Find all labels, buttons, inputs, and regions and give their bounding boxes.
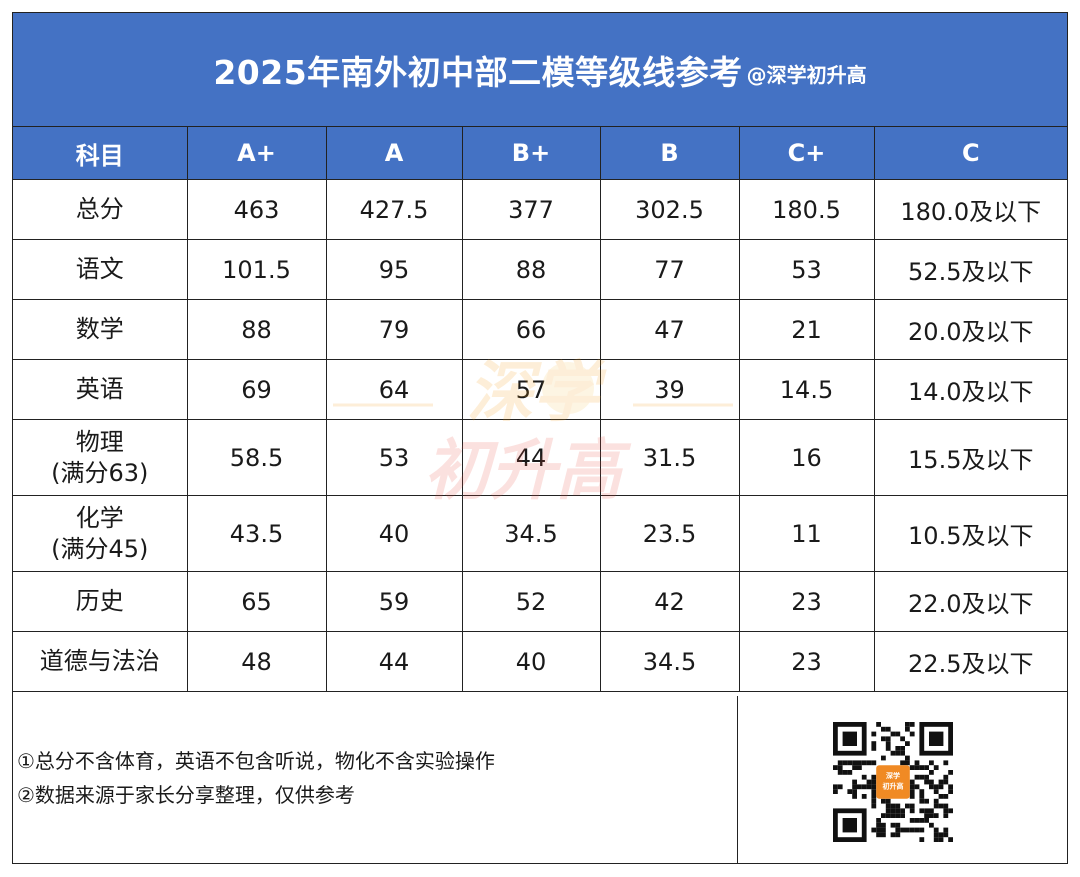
score-cell: 22.0及以下 <box>873 571 1067 632</box>
subject-name: 英语 <box>75 375 124 403</box>
table-row: 数学 88 79 66 47 21 20.0及以下 <box>13 299 1067 360</box>
subject-name: 化学 <box>75 503 124 532</box>
score-cell: 40 <box>461 631 601 692</box>
table-row: 英语 69 64 57 39 14.5 14.0及以下 <box>13 359 1067 420</box>
subject-name: 语文 <box>75 255 124 283</box>
score-cell: 52 <box>461 571 601 632</box>
score-cell: 15.5及以下 <box>873 419 1067 496</box>
page-title: 2025年南外初中部二模等级线参考 <box>213 52 743 92</box>
score-cell: 47 <box>599 299 740 360</box>
score-cell: 59 <box>325 571 463 632</box>
score-cell: 53 <box>738 239 875 300</box>
qr-badge <box>876 765 910 799</box>
qr-badge-text: 深学 <box>886 771 900 780</box>
grade-table-card: 2025年南外初中部二模等级线参考 @深学初升高 科目 A+ A B+ B C+… <box>12 12 1068 864</box>
note-line: ②数据来源于家长分享整理，仅供参考 <box>17 783 355 807</box>
header-a: A <box>325 127 463 180</box>
score-cell: 34.5 <box>461 495 601 572</box>
header-b-plus: B+ <box>461 127 601 180</box>
table-row: 总分 463 427.5 377 302.5 180.5 180.0及以下 <box>13 179 1067 240</box>
score-cell: 48 <box>186 631 327 692</box>
grade-table: 科目 A+ A B+ B C+ C 总分 463 427.5 377 302.5 180.… <box>13 127 1067 692</box>
score-cell: 180.5 <box>738 179 875 240</box>
subject-cell: 英语 <box>13 359 188 420</box>
score-cell: 101.5 <box>186 239 327 300</box>
header-b: B <box>599 127 740 180</box>
footer: ①总分不含体育，英语不包含听说，物化不含实验操作 ②数据来源于家长分享整理，仅供… <box>13 696 1067 863</box>
score-cell: 66 <box>461 299 601 360</box>
score-cell: 69 <box>186 359 327 420</box>
subject-note: (满分63) <box>51 458 149 487</box>
subject-cell: 化学 (满分45) <box>13 495 188 572</box>
subject-cell: 物理 (满分63) <box>13 419 188 496</box>
subject-cell: 总分 <box>13 179 188 240</box>
score-cell: 77 <box>599 239 740 300</box>
score-cell: 22.5及以下 <box>873 631 1067 692</box>
author-handle: @深学初升高 <box>746 63 867 87</box>
qr-badge-text: 初升高 <box>883 782 904 791</box>
score-cell: 14.5 <box>738 359 875 420</box>
score-cell: 53 <box>325 419 463 496</box>
score-cell: 40 <box>325 495 463 572</box>
table-row: 语文 101.5 95 88 77 53 52.5及以下 <box>13 239 1067 300</box>
score-cell: 39 <box>599 359 740 420</box>
table-row: 历史 65 59 52 42 23 22.0及以下 <box>13 571 1067 632</box>
score-cell: 10.5及以下 <box>873 495 1067 572</box>
table-header-row: 科目 A+ A B+ B C+ C <box>13 127 1067 180</box>
score-cell: 23.5 <box>599 495 740 572</box>
header-subject: 科目 <box>13 127 188 180</box>
score-cell: 20.0及以下 <box>873 299 1067 360</box>
qr-cell: 深学 初升高 <box>738 696 1067 863</box>
subject-cell: 数学 <box>13 299 188 360</box>
header-c: C <box>873 127 1067 180</box>
score-cell: 427.5 <box>325 179 463 240</box>
header-a-plus: A+ <box>186 127 327 180</box>
notes: ①总分不含体育，英语不包含听说，物化不含实验操作 ②数据来源于家长分享整理，仅供… <box>13 696 738 863</box>
score-cell: 302.5 <box>599 179 740 240</box>
subject-name: 总分 <box>75 195 124 223</box>
score-cell: 463 <box>186 179 327 240</box>
subject-name: 道德与法治 <box>39 647 160 675</box>
subject-name: 历史 <box>75 587 124 615</box>
subject-cell: 语文 <box>13 239 188 300</box>
score-cell: 34.5 <box>599 631 740 692</box>
score-cell: 95 <box>325 239 463 300</box>
subject-cell: 道德与法治 <box>13 631 188 692</box>
score-cell: 31.5 <box>599 419 740 496</box>
table-row: 道德与法治 48 44 40 34.5 23 22.5及以下 <box>13 631 1067 692</box>
table-row: 化学 (满分45) 43.5 40 34.5 23.5 11 10.5及以下 <box>13 495 1067 572</box>
score-cell: 14.0及以下 <box>873 359 1067 420</box>
score-cell: 44 <box>461 419 601 496</box>
score-cell: 16 <box>738 419 875 496</box>
score-cell: 377 <box>461 179 601 240</box>
score-cell: 64 <box>325 359 463 420</box>
subject-name: 数学 <box>75 315 124 343</box>
score-cell: 42 <box>599 571 740 632</box>
score-cell: 79 <box>325 299 463 360</box>
header-c-plus: C+ <box>738 127 875 180</box>
score-cell: 43.5 <box>186 495 327 572</box>
score-cell: 65 <box>186 571 327 632</box>
score-cell: 44 <box>325 631 463 692</box>
note-line: ①总分不含体育，英语不包含听说，物化不含实验操作 <box>17 749 495 773</box>
score-cell: 58.5 <box>186 419 327 496</box>
subject-note: (满分45) <box>51 534 149 563</box>
score-cell: 52.5及以下 <box>873 239 1067 300</box>
subject-name: 物理 <box>75 427 124 456</box>
score-cell: 88 <box>186 299 327 360</box>
title-bar: 2025年南外初中部二模等级线参考 @深学初升高 <box>13 13 1067 127</box>
table-row: 物理 (满分63) 58.5 53 44 31.5 16 15.5及以下 <box>13 419 1067 496</box>
subject-cell: 历史 <box>13 571 188 632</box>
qr-code[interactable]: 深学初升高 <box>833 722 953 842</box>
score-cell: 23 <box>738 631 875 692</box>
score-cell: 180.0及以下 <box>873 179 1067 240</box>
score-cell: 57 <box>461 359 601 420</box>
score-cell: 11 <box>738 495 875 572</box>
score-cell: 21 <box>738 299 875 360</box>
score-cell: 88 <box>461 239 601 300</box>
score-cell: 23 <box>738 571 875 632</box>
